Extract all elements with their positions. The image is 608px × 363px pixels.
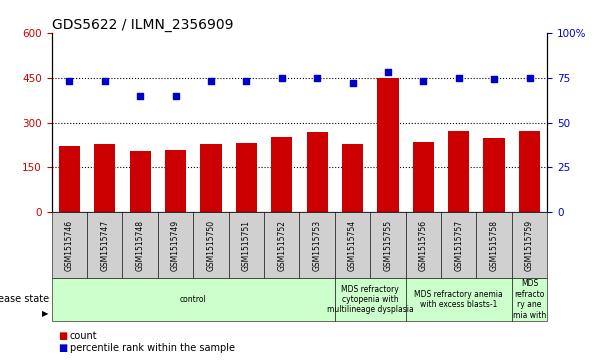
FancyBboxPatch shape xyxy=(441,212,477,278)
Point xyxy=(418,78,428,84)
Text: control: control xyxy=(180,295,207,304)
Text: GSM1515747: GSM1515747 xyxy=(100,220,109,270)
Text: GSM1515755: GSM1515755 xyxy=(384,220,392,270)
Text: GSM1515758: GSM1515758 xyxy=(489,220,499,270)
FancyBboxPatch shape xyxy=(87,212,122,278)
Point xyxy=(489,77,499,82)
FancyBboxPatch shape xyxy=(512,212,547,278)
FancyBboxPatch shape xyxy=(193,212,229,278)
Point xyxy=(313,75,322,81)
FancyBboxPatch shape xyxy=(158,212,193,278)
Bar xyxy=(271,137,292,212)
FancyBboxPatch shape xyxy=(512,278,547,321)
Point xyxy=(100,78,109,84)
Bar xyxy=(483,138,505,212)
Text: ■: ■ xyxy=(58,343,67,354)
Text: GSM1515756: GSM1515756 xyxy=(419,220,428,270)
Text: GSM1515754: GSM1515754 xyxy=(348,220,357,270)
FancyBboxPatch shape xyxy=(52,278,335,321)
Point xyxy=(348,80,358,86)
FancyBboxPatch shape xyxy=(335,278,406,321)
FancyBboxPatch shape xyxy=(370,212,406,278)
FancyBboxPatch shape xyxy=(229,212,264,278)
FancyBboxPatch shape xyxy=(477,212,512,278)
Point xyxy=(277,75,286,81)
Text: GSM1515757: GSM1515757 xyxy=(454,220,463,270)
Bar xyxy=(201,144,221,212)
Bar xyxy=(342,144,363,212)
Bar xyxy=(94,144,116,212)
Point xyxy=(241,78,251,84)
Text: GSM1515748: GSM1515748 xyxy=(136,220,145,270)
Text: GSM1515749: GSM1515749 xyxy=(171,220,180,270)
Text: MDS refractory
cytopenia with
multilineage dysplasia: MDS refractory cytopenia with multilinea… xyxy=(327,285,413,314)
Point xyxy=(383,69,393,75)
Text: ■: ■ xyxy=(58,331,67,341)
Text: GSM1515750: GSM1515750 xyxy=(207,220,215,270)
Bar xyxy=(306,132,328,212)
Bar xyxy=(448,131,469,212)
FancyBboxPatch shape xyxy=(264,212,300,278)
Text: MDS refractory anemia
with excess blasts-1: MDS refractory anemia with excess blasts… xyxy=(414,290,503,309)
FancyBboxPatch shape xyxy=(406,278,512,321)
Text: GSM1515759: GSM1515759 xyxy=(525,220,534,270)
FancyBboxPatch shape xyxy=(52,212,87,278)
Text: GSM1515746: GSM1515746 xyxy=(65,220,74,270)
Bar xyxy=(59,147,80,212)
Point xyxy=(171,93,181,98)
Text: MDS
refracto
ry ane
mia with: MDS refracto ry ane mia with xyxy=(513,280,546,319)
Point xyxy=(64,78,74,84)
Bar xyxy=(130,151,151,212)
Text: GSM1515753: GSM1515753 xyxy=(313,220,322,270)
FancyBboxPatch shape xyxy=(406,212,441,278)
Text: GSM1515751: GSM1515751 xyxy=(242,220,251,270)
FancyBboxPatch shape xyxy=(335,212,370,278)
FancyBboxPatch shape xyxy=(122,212,158,278)
Text: count: count xyxy=(70,331,97,341)
Text: ▶: ▶ xyxy=(42,310,49,318)
Text: percentile rank within the sample: percentile rank within the sample xyxy=(70,343,235,354)
Bar xyxy=(413,142,434,212)
Bar xyxy=(236,143,257,212)
Point xyxy=(206,78,216,84)
Text: disease state: disease state xyxy=(0,294,49,305)
FancyBboxPatch shape xyxy=(300,212,335,278)
Bar xyxy=(519,131,540,212)
Bar xyxy=(378,78,399,212)
Point xyxy=(454,75,463,81)
Point xyxy=(136,93,145,98)
Point xyxy=(525,75,534,81)
Text: GDS5622 / ILMN_2356909: GDS5622 / ILMN_2356909 xyxy=(52,18,233,32)
Bar xyxy=(165,150,186,212)
Text: GSM1515752: GSM1515752 xyxy=(277,220,286,270)
